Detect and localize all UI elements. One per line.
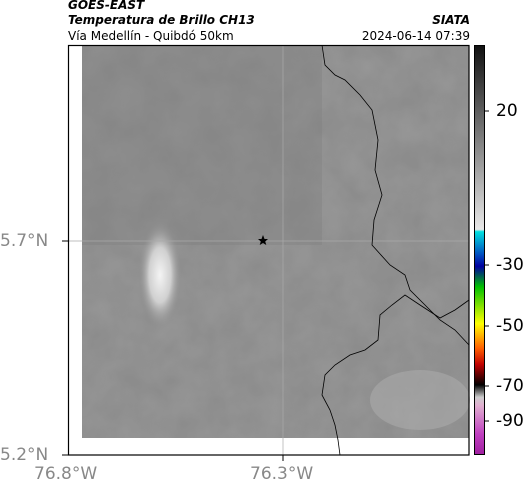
colorbar-label: -30	[496, 255, 524, 275]
border-line	[321, 44, 470, 346]
colorbar-label: -90	[496, 411, 524, 431]
map-frame	[67, 44, 470, 456]
agency: SIATA	[432, 13, 470, 27]
route-label: Vía Medellín - Quibdó 50km	[68, 29, 234, 43]
location-marker	[258, 235, 268, 245]
colorbar-label: 20	[496, 101, 518, 121]
lat-label: 5.7°N	[0, 231, 49, 251]
lon-label: 76.3°W	[250, 464, 314, 484]
border-line	[321, 294, 470, 456]
colorbar-label: -70	[496, 376, 524, 396]
cold-cloud	[138, 220, 182, 330]
product-title: Temperatura de Brillo CH13	[68, 13, 255, 27]
timestamp: 2024-06-14 07:39	[361, 29, 470, 43]
colorbar	[474, 45, 485, 455]
lon-label: 76.8°W	[34, 464, 98, 484]
cloud	[370, 370, 470, 430]
colorbar-label: -50	[496, 316, 524, 336]
lat-label: 5.2°N	[0, 445, 49, 465]
dark-region	[82, 45, 322, 245]
satellite-name: GOES-EAST	[68, 0, 145, 12]
